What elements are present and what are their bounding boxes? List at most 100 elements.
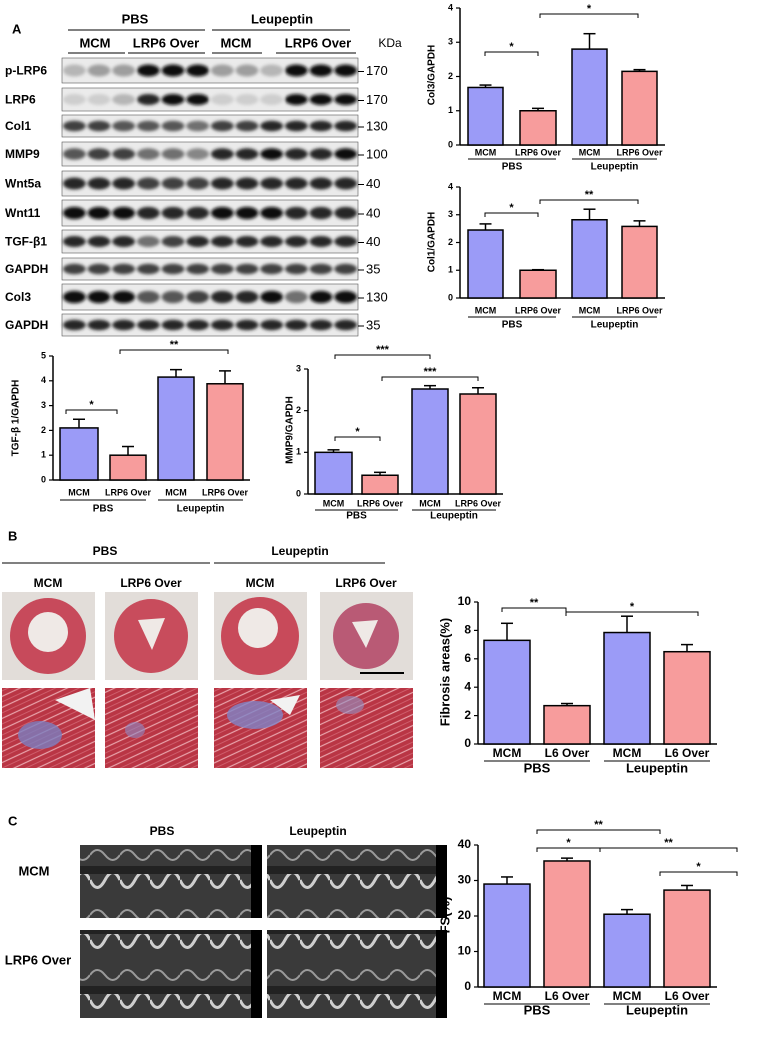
band bbox=[112, 177, 136, 190]
blot-strip bbox=[61, 141, 359, 167]
y-axis-label: MMP9/GAPDH bbox=[285, 396, 296, 464]
band bbox=[334, 236, 358, 247]
band bbox=[260, 120, 284, 132]
band bbox=[284, 319, 308, 331]
band bbox=[284, 206, 308, 220]
x-tick-label: MCM bbox=[475, 305, 497, 315]
band bbox=[136, 120, 160, 132]
significance-label: ** bbox=[664, 837, 673, 849]
group-label: Leupeptin bbox=[626, 1002, 688, 1017]
histology-group: PBS bbox=[93, 544, 118, 558]
blot-strip bbox=[61, 87, 359, 112]
panel-label: C bbox=[8, 813, 18, 828]
bar bbox=[603, 631, 651, 745]
blot-row-label: LRP6 bbox=[5, 93, 36, 107]
band bbox=[235, 94, 259, 105]
band bbox=[112, 319, 136, 331]
x-tick-label: L6 Over bbox=[665, 989, 710, 1003]
y-tick-label: 1 bbox=[448, 265, 453, 275]
band bbox=[161, 120, 185, 132]
bar bbox=[483, 639, 531, 745]
significance-label: * bbox=[89, 399, 94, 411]
histology-group: Leupeptin bbox=[271, 544, 328, 558]
x-tick-label: LRP6 Over bbox=[515, 305, 562, 315]
band bbox=[260, 206, 284, 220]
band bbox=[136, 148, 160, 160]
band bbox=[334, 319, 358, 331]
x-tick-label: MCM bbox=[323, 498, 345, 508]
panel-label: B bbox=[8, 528, 17, 543]
echo-column: PBS bbox=[150, 824, 175, 838]
band bbox=[62, 263, 86, 275]
bar bbox=[519, 269, 557, 299]
band bbox=[260, 236, 284, 247]
band bbox=[186, 177, 210, 190]
blot-strip bbox=[61, 283, 359, 311]
bar bbox=[411, 388, 449, 495]
band bbox=[210, 148, 234, 160]
panel-label: A bbox=[12, 21, 22, 36]
x-tick-label: MCM bbox=[419, 498, 441, 508]
kda-label: 35 bbox=[366, 317, 380, 332]
x-tick-label: MCM bbox=[579, 147, 601, 157]
band bbox=[87, 319, 111, 331]
band bbox=[186, 120, 210, 132]
band bbox=[284, 64, 308, 77]
band bbox=[112, 148, 136, 160]
y-tick-label: 6 bbox=[464, 651, 471, 665]
band bbox=[161, 263, 185, 275]
blot-lane: LRP6 Over bbox=[285, 35, 351, 50]
significance-bracket bbox=[334, 436, 381, 441]
bands bbox=[62, 206, 358, 220]
y-tick-label: 30 bbox=[458, 873, 472, 887]
significance-bracket bbox=[334, 354, 431, 359]
band bbox=[161, 177, 185, 190]
y-tick-label: 5 bbox=[41, 350, 46, 360]
blot-strip bbox=[61, 313, 359, 337]
bands bbox=[62, 64, 358, 77]
y-tick-label: 3 bbox=[448, 37, 453, 47]
band bbox=[334, 177, 358, 190]
group-label: Leupeptin bbox=[591, 320, 639, 331]
band bbox=[284, 94, 308, 105]
group-label: PBS bbox=[346, 511, 367, 522]
histology-column: MCM bbox=[34, 576, 63, 590]
bar bbox=[483, 883, 531, 988]
blot-row-label: p-LRP6 bbox=[5, 64, 47, 78]
band bbox=[334, 64, 358, 77]
blot-unit: KDa bbox=[378, 36, 402, 50]
band bbox=[309, 206, 333, 220]
blot-strip bbox=[61, 199, 359, 227]
band bbox=[210, 236, 234, 247]
band bbox=[112, 263, 136, 275]
band bbox=[334, 120, 358, 132]
band bbox=[87, 263, 111, 275]
significance-bracket bbox=[484, 212, 539, 217]
band bbox=[136, 290, 160, 304]
bar bbox=[543, 860, 591, 988]
band bbox=[62, 319, 86, 331]
y-tick-label: 4 bbox=[464, 679, 471, 693]
significance-label: * bbox=[566, 837, 571, 849]
bar bbox=[361, 474, 399, 495]
band bbox=[186, 236, 210, 247]
y-tick-label: 40 bbox=[458, 837, 472, 851]
blot-row-label: Wnt11 bbox=[5, 206, 41, 220]
x-tick-label: LRP6 Over bbox=[105, 487, 152, 497]
kda-label: 170 bbox=[366, 63, 388, 78]
band bbox=[235, 177, 259, 190]
band bbox=[260, 319, 284, 331]
band bbox=[161, 148, 185, 160]
band bbox=[309, 120, 333, 132]
band bbox=[235, 206, 259, 220]
blot-strip bbox=[61, 114, 359, 138]
bar bbox=[519, 110, 557, 146]
bar bbox=[467, 86, 504, 146]
band bbox=[62, 290, 86, 304]
x-tick-label: LRP6 Over bbox=[455, 498, 502, 508]
band bbox=[309, 263, 333, 275]
band bbox=[235, 236, 259, 247]
bands bbox=[62, 319, 358, 331]
bands bbox=[62, 177, 358, 190]
band bbox=[309, 290, 333, 304]
